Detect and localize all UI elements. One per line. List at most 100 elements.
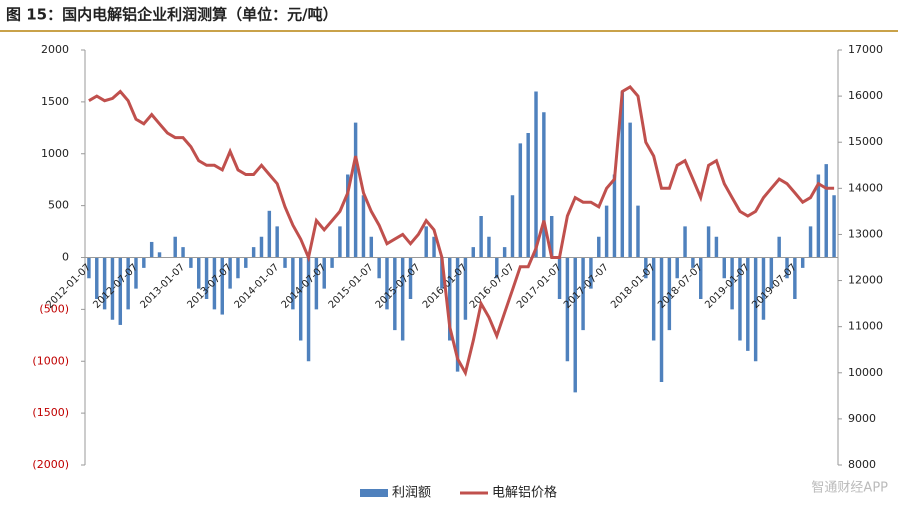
bar [102, 257, 107, 310]
bar [134, 257, 138, 289]
x-tick-label: 2014-07-07 [280, 262, 329, 311]
y2-tick-label: 9000 [848, 412, 876, 425]
bar [228, 257, 232, 289]
bar [369, 236, 374, 258]
x-tick-label: 2013-01-07 [138, 262, 187, 311]
y-tick-label: 0 [62, 251, 69, 264]
bar [479, 216, 483, 258]
bar [385, 257, 389, 310]
bar [542, 112, 546, 258]
bar [157, 252, 162, 258]
x-tick-label: 2015-01-07 [327, 262, 376, 311]
y2-tick-label: 10000 [848, 366, 883, 379]
x-tick-label: 2014-01-07 [233, 262, 282, 311]
bar [730, 257, 734, 310]
x-tick-label: 2019-01-07 [703, 262, 752, 311]
bar [463, 257, 468, 320]
bar [549, 216, 554, 258]
bar [149, 241, 154, 258]
bar [283, 257, 287, 268]
bar [314, 257, 319, 310]
bar [110, 257, 115, 320]
bar [675, 257, 679, 279]
bar [353, 122, 358, 258]
x-tick-label: 2012-07-07 [91, 262, 140, 311]
y2-tick-label: 11000 [848, 320, 883, 333]
bar [510, 195, 515, 258]
legend-label: 电解铝价格 [492, 485, 557, 501]
bar [244, 257, 248, 268]
bar [181, 247, 185, 258]
bar [212, 257, 217, 310]
y2-tick-label: 12000 [848, 274, 883, 287]
bar [644, 257, 648, 279]
bar [565, 257, 570, 362]
bar [557, 257, 562, 299]
bar [408, 257, 413, 299]
x-tick-label: 2017-01-07 [515, 262, 564, 311]
bar [534, 91, 538, 258]
bar [118, 257, 123, 325]
bar [189, 257, 193, 268]
x-tick-label: 2016-07-07 [468, 262, 517, 311]
bar [424, 226, 428, 258]
bar [330, 257, 334, 268]
y2-tick-label: 8000 [848, 458, 876, 471]
y-tick-label: (1500) [32, 406, 69, 419]
y2-tick-label: 14000 [848, 181, 883, 194]
y-tick-label: 1500 [41, 95, 69, 108]
bar [518, 143, 523, 258]
bar [197, 257, 201, 289]
bar [526, 133, 530, 258]
bar [291, 257, 295, 310]
bar [785, 257, 789, 279]
bar [706, 226, 711, 258]
bar [306, 257, 311, 362]
bar [691, 257, 695, 268]
bar [636, 205, 640, 258]
bar [620, 91, 625, 258]
bar [777, 236, 781, 258]
bar [495, 257, 499, 279]
chart-title: 图 15：国内电解铝企业利润测算（单位：元/吨） [6, 6, 338, 24]
y-tick-label: 2000 [41, 43, 69, 56]
bar [816, 174, 821, 258]
bar [604, 205, 609, 258]
bar [275, 226, 279, 258]
bar [432, 236, 436, 258]
price-line [88, 84, 835, 377]
bar [361, 195, 366, 258]
bar [573, 257, 577, 393]
bar [322, 257, 326, 289]
bar [455, 257, 460, 372]
y2-tick-label: 13000 [848, 227, 883, 240]
bar [738, 257, 742, 341]
bar [800, 257, 805, 268]
bar [220, 257, 224, 315]
bar [753, 257, 758, 362]
bar [597, 236, 601, 258]
legend-label: 利润额 [392, 486, 431, 501]
bar [651, 257, 656, 341]
x-tick-label: 2013-07-07 [185, 262, 234, 311]
bar [142, 257, 146, 268]
y2-tick-label: 17000 [848, 43, 883, 56]
bar [824, 164, 828, 258]
bar [448, 257, 452, 341]
legend-swatch [360, 489, 388, 497]
bar [259, 236, 264, 258]
y-tick-label: 1000 [41, 147, 69, 160]
bar [377, 257, 381, 279]
bar [471, 247, 475, 258]
bar [793, 257, 797, 299]
bar [440, 257, 444, 289]
bar [714, 236, 719, 258]
bar [236, 257, 240, 279]
bar [761, 257, 766, 320]
bar [87, 257, 91, 279]
bar [173, 236, 177, 258]
bar [746, 257, 750, 351]
bar [298, 257, 303, 341]
bar [251, 247, 256, 258]
